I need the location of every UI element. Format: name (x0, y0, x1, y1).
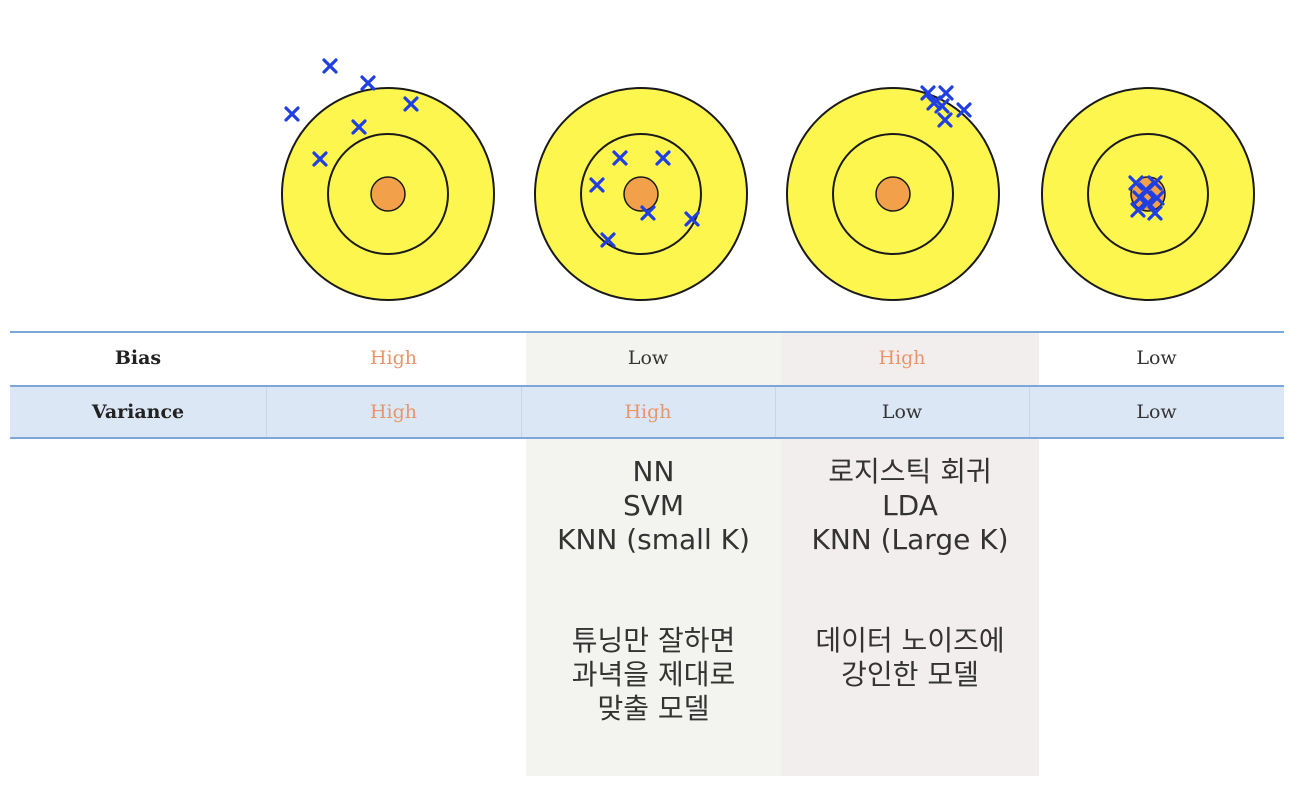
low-bias-note: 튜닝만 잘하면 과녁을 제대로 맞출 모델 (526, 624, 781, 726)
column-separator (266, 387, 267, 437)
bias-cell-3: High (878, 347, 926, 369)
model-name: NN (632, 455, 675, 488)
low-bias-models: NN SVM KNN (small K) (526, 455, 781, 557)
column-separator (521, 387, 522, 437)
shot-mark (322, 58, 338, 74)
model-name: KNN (Large K) (811, 523, 1009, 556)
note-line: 튜닝만 잘하면 (571, 624, 736, 657)
column-separator (1029, 387, 1030, 437)
variance-cell-2: High (624, 401, 672, 423)
shot-mark (640, 205, 656, 221)
shot-mark (351, 119, 367, 135)
model-name: LDA (882, 489, 938, 522)
shot-mark (1132, 190, 1148, 206)
table-bottom-rule (10, 437, 1284, 439)
bias-cell-4: Low (1136, 347, 1177, 369)
note-line: 맞출 모델 (597, 692, 710, 725)
low-variance-models: 로지스틱 회귀 LDA KNN (Large K) (781, 455, 1039, 557)
shot-mark (655, 150, 671, 166)
shot-mark (938, 85, 954, 101)
target-high-bias-high-variance (281, 87, 495, 301)
shot-mark (1130, 202, 1146, 218)
shot-mark (684, 211, 700, 227)
note-line: 강인한 모델 (841, 658, 979, 691)
low-variance-note: 데이터 노이즈에 강인한 모델 (781, 624, 1039, 692)
model-name: 로지스틱 회귀 (828, 455, 992, 488)
note-line: 과녁을 제대로 (571, 658, 736, 691)
shot-marks (284, 58, 1165, 248)
bullseye (623, 176, 659, 212)
target-high-bias-low-variance (786, 87, 1000, 301)
bias-cell-2: Low (627, 347, 669, 369)
note-line: 데이터 노이즈에 (815, 624, 1005, 657)
shot-mark (284, 106, 300, 122)
shot-mark (403, 96, 419, 112)
shot-mark (1149, 190, 1165, 206)
targets-diagram (281, 58, 1255, 301)
table-middle-rule (10, 385, 1284, 387)
variance-cell-3: Low (881, 401, 923, 423)
shot-mark (600, 232, 616, 248)
variance-row-label: Variance (91, 401, 185, 423)
shot-mark (956, 102, 972, 118)
bullseye (370, 176, 406, 212)
shot-mark (312, 151, 328, 167)
bias-cell-1: High (369, 347, 418, 369)
variance-cell-1: High (369, 401, 418, 423)
shot-mark (937, 112, 953, 128)
shot-mark (612, 150, 628, 166)
bias-row-label: Bias (114, 347, 162, 369)
shot-mark (589, 177, 605, 193)
model-name: KNN (small K) (557, 523, 750, 556)
bullseye (875, 176, 911, 212)
table-top-rule (10, 331, 1284, 333)
target-low-bias-high-variance (534, 87, 748, 301)
shot-mark (1147, 205, 1163, 221)
shot-mark (926, 95, 942, 111)
shot-mark (920, 85, 936, 101)
column-separator (775, 387, 776, 437)
model-name: SVM (622, 489, 685, 522)
shot-mark (934, 98, 950, 114)
variance-row-background (10, 387, 1284, 437)
shot-mark (1140, 195, 1156, 211)
shot-mark (1128, 175, 1144, 191)
variance-cell-4: Low (1136, 401, 1177, 423)
shot-mark (360, 75, 376, 91)
